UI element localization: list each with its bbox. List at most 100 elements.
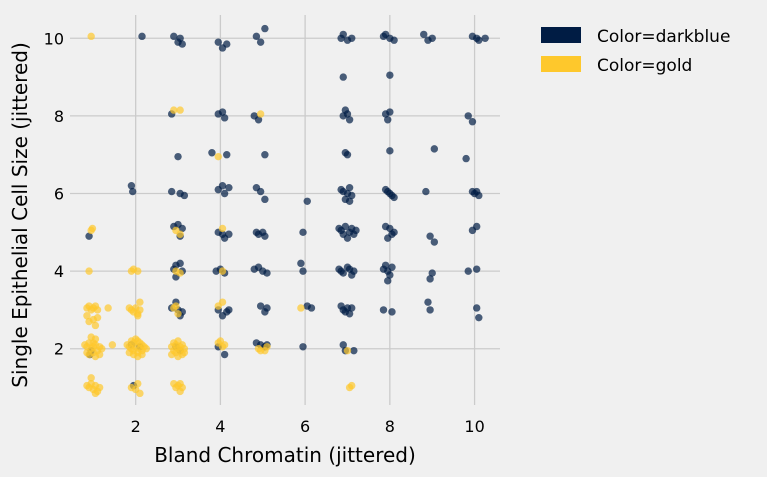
point-gold [220, 341, 229, 349]
point-darkblue [464, 112, 472, 120]
point-darkblue [350, 346, 358, 355]
x-tick-label: 2 [131, 417, 141, 436]
point-darkblue [426, 306, 434, 314]
point-gold [91, 389, 100, 398]
point-gold [95, 383, 104, 392]
point-darkblue [178, 224, 186, 233]
point-gold [256, 110, 265, 118]
y-tick-label: 10 [44, 29, 64, 48]
point-darkblue [225, 230, 233, 238]
point-darkblue [390, 193, 398, 202]
point-darkblue [220, 350, 229, 359]
legend-swatch-darkblue [541, 27, 581, 43]
x-tick-label: 8 [385, 417, 395, 436]
point-darkblue [426, 275, 434, 283]
point-gold [136, 389, 144, 398]
point-gold [214, 302, 222, 310]
point-darkblue [307, 304, 316, 312]
x-tick-label: 6 [300, 417, 310, 436]
point-darkblue [299, 228, 307, 237]
point-gold [176, 379, 184, 388]
point-gold [343, 346, 352, 355]
point-darkblue [261, 232, 269, 240]
point-darkblue [218, 182, 227, 190]
point-darkblue [176, 259, 184, 268]
point-darkblue [343, 151, 352, 159]
point-darkblue [345, 116, 354, 124]
point-darkblue [261, 308, 269, 316]
point-darkblue [386, 108, 394, 116]
point-darkblue [138, 32, 146, 41]
point-darkblue [472, 265, 481, 273]
point-darkblue [263, 269, 271, 277]
x-tick-label: 4 [215, 417, 225, 436]
point-darkblue [345, 183, 354, 192]
point-darkblue [430, 145, 439, 153]
point-darkblue [303, 197, 311, 205]
point-darkblue [339, 30, 347, 39]
legend-label-darkblue: Color=darkblue [597, 27, 730, 47]
point-gold [138, 350, 146, 359]
point-darkblue [390, 36, 398, 44]
point-darkblue [256, 302, 265, 310]
point-darkblue [218, 108, 227, 116]
point-gold [87, 374, 95, 382]
point-darkblue [381, 261, 390, 269]
point-darkblue [388, 308, 396, 316]
point-darkblue [339, 341, 347, 349]
point-darkblue [220, 114, 229, 122]
point-darkblue [475, 36, 483, 44]
point-gold [174, 310, 182, 318]
point-darkblue [348, 34, 356, 42]
point-darkblue [430, 238, 439, 246]
point-darkblue [343, 110, 352, 118]
point-darkblue [261, 151, 269, 159]
point-darkblue [254, 116, 263, 124]
point-gold [108, 341, 117, 349]
point-darkblue [352, 226, 360, 235]
point-darkblue [348, 191, 356, 200]
point-gold [174, 352, 182, 361]
point-gold [142, 345, 150, 353]
point-darkblue [170, 32, 178, 41]
point-gold [134, 312, 142, 320]
point-gold [214, 152, 222, 161]
point-gold [93, 306, 102, 314]
point-darkblue [299, 343, 307, 351]
point-darkblue [472, 222, 481, 231]
x-axis-label: Bland Chromatin (jittered) [154, 443, 416, 467]
point-gold [170, 106, 178, 114]
x-tick-label: 10 [464, 417, 484, 436]
point-darkblue [475, 191, 483, 200]
point-gold [134, 267, 142, 275]
point-darkblue [345, 310, 354, 318]
point-gold [176, 230, 184, 238]
point-darkblue [167, 187, 176, 196]
point-darkblue [256, 38, 265, 46]
point-darkblue [180, 191, 189, 200]
point-darkblue [424, 298, 432, 306]
point-darkblue [85, 232, 93, 240]
point-darkblue [261, 24, 269, 33]
point-darkblue [174, 152, 182, 161]
point-darkblue [341, 222, 350, 231]
y-tick-labels: 2 4 6 8 10 [44, 29, 64, 358]
point-darkblue [386, 271, 394, 279]
point-darkblue [176, 34, 184, 42]
point-gold [167, 350, 176, 359]
point-darkblue [345, 197, 354, 205]
point-darkblue [475, 313, 483, 322]
point-gold [85, 267, 93, 275]
point-gold [176, 269, 184, 277]
point-gold [88, 224, 97, 233]
point-darkblue [464, 267, 472, 275]
point-gold [218, 224, 227, 233]
point-darkblue [339, 269, 347, 277]
y-tick-label: 8 [54, 107, 64, 126]
point-darkblue [462, 154, 470, 163]
point-gold [134, 379, 142, 388]
point-gold [93, 313, 102, 322]
point-darkblue [178, 40, 186, 48]
point-darkblue [261, 195, 269, 204]
point-gold [98, 345, 106, 353]
